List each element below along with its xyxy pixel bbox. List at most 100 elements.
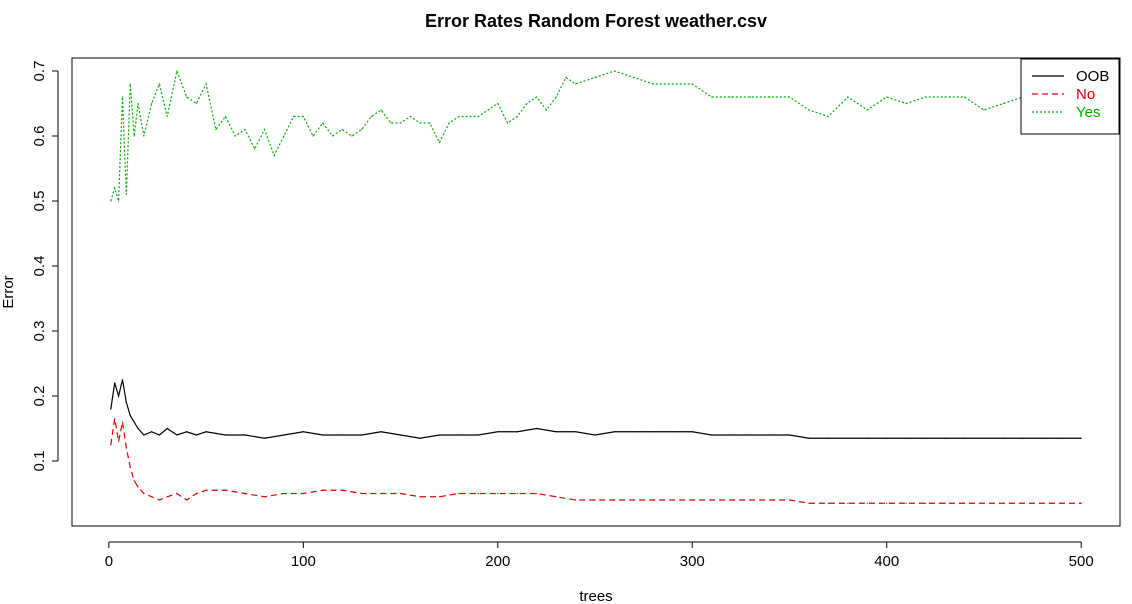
series-point-oob (205, 431, 207, 433)
series-point-no (110, 444, 112, 446)
series-point-oob (361, 434, 363, 436)
y-tick-label: 0.1 (31, 451, 48, 472)
series-point-yes (749, 96, 752, 98)
series-point-no (983, 502, 985, 504)
series-point-yes (886, 96, 888, 98)
series-point-yes (215, 128, 217, 131)
series-point-yes (448, 122, 450, 124)
series-point-no (205, 489, 207, 491)
series-point-oob (652, 431, 654, 433)
series-point-no (176, 492, 178, 495)
series-point-yes (158, 83, 161, 85)
series-point-no (399, 492, 402, 495)
y-tick-label: 0.6 (31, 126, 48, 147)
series-point-yes (129, 83, 131, 85)
series-point-oob (594, 434, 596, 436)
series-point-no (963, 502, 966, 504)
series-point-yes (574, 83, 577, 85)
series-point-yes (322, 122, 324, 124)
series-point-oob (380, 431, 382, 433)
series-point-yes (205, 83, 207, 85)
series-point-yes (516, 115, 518, 118)
series-point-yes (125, 193, 127, 196)
series-point-oob (151, 431, 153, 433)
series-point-oob (143, 434, 145, 436)
legend-label-oob: OOB (1076, 68, 1109, 85)
series-point-yes (769, 96, 771, 98)
series-point-no (166, 496, 168, 498)
y-axis: 0.1 0.2 0.3 0.4 0.5 0.6 0.7 (31, 61, 59, 472)
series-point-yes (497, 102, 499, 105)
series-point-yes (963, 96, 966, 98)
series-point-no (322, 489, 324, 491)
series-point-yes (186, 96, 188, 98)
series-point-yes (711, 96, 713, 98)
series-point-yes (331, 135, 334, 137)
series-point-no (866, 502, 868, 504)
series-point-yes (477, 115, 479, 118)
x-tick-label: 300 (680, 553, 705, 570)
series-point-no (808, 502, 810, 504)
x-axis: 0 100 200 300 400 500 (105, 541, 1094, 570)
series-point-yes (429, 122, 431, 124)
series-point-oob (633, 431, 635, 433)
series-point-no (749, 499, 752, 501)
series-point-yes (390, 122, 392, 124)
series-point-no (1080, 502, 1082, 504)
series-point-no (827, 502, 829, 504)
series-point-yes (545, 109, 548, 111)
series-point-yes (788, 96, 791, 98)
series-point-yes (143, 135, 145, 137)
series-point-yes (438, 141, 441, 144)
series-point-no (633, 499, 635, 501)
series-point-oob (516, 431, 518, 433)
x-tick-label: 500 (1069, 553, 1094, 570)
series-point-oob (1041, 437, 1043, 439)
series-point-no (613, 499, 616, 501)
series-point-yes (166, 115, 168, 118)
series-point-no (302, 492, 304, 495)
series-point-oob (133, 421, 135, 423)
series-point-no (133, 479, 135, 482)
series-point-no (438, 496, 441, 498)
series-point-no (244, 492, 246, 495)
y-tick-label: 0.5 (31, 191, 48, 212)
series-point-oob (121, 379, 124, 381)
series-point-yes (114, 187, 116, 189)
series-point-oob (176, 434, 178, 436)
series-point-yes (224, 115, 227, 118)
series-point-oob (1022, 437, 1024, 439)
series-point-no (114, 418, 116, 420)
series-line-oob (110, 379, 1082, 439)
series-point-yes (121, 96, 124, 98)
series-point-oob (263, 437, 266, 439)
series-point-no (361, 492, 363, 495)
series-point-no (151, 496, 153, 498)
series-point-oob (769, 434, 771, 436)
series-point-yes (409, 115, 411, 118)
series-point-oob (458, 434, 460, 436)
y-tick-label: 0.4 (31, 256, 48, 277)
series-point-no (944, 502, 946, 504)
series-point-yes (827, 115, 829, 118)
series-point-yes (361, 128, 363, 131)
x-tick-label: 0 (105, 553, 113, 570)
y-axis-label: Error (0, 275, 17, 308)
series-point-yes (312, 135, 314, 137)
series-point-oob (1002, 437, 1004, 439)
series-point-yes (351, 135, 353, 137)
y-tick-label: 0.2 (31, 386, 48, 407)
series-point-no (263, 496, 266, 498)
series-point-oob (224, 434, 227, 436)
series-point-no (497, 492, 499, 495)
series-point-no (129, 466, 131, 469)
series-point-yes (117, 200, 120, 202)
series-point-no (594, 499, 596, 501)
series-point-oob (672, 431, 674, 433)
series-point-yes (526, 102, 528, 105)
series-point-no (125, 447, 127, 449)
series-point-oob (1061, 437, 1063, 439)
chart-title: Error Rates Random Forest weather.csv (425, 11, 767, 31)
